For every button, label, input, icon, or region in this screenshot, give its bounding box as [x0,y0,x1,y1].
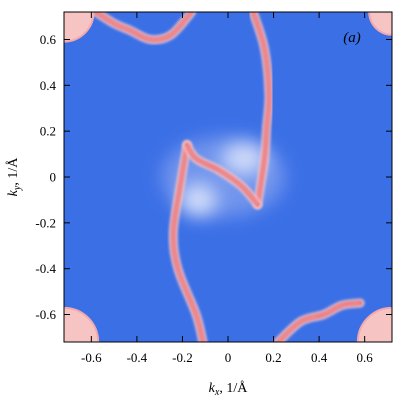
x-tick-label: -0.4 [127,350,148,365]
y-tick-label: -0.6 [35,307,56,322]
corner-pocket [356,306,392,342]
x-tick-label: 0.6 [357,350,374,365]
fermi-contour [273,298,365,342]
light-region [221,142,266,175]
plot-area [64,12,392,342]
fermi-contours [91,12,365,342]
x-axis-label: kx, 1/Å [209,380,249,398]
y-tick-label: 0.4 [40,78,57,93]
corner-pockets [64,12,392,342]
y-tick-label: -0.2 [35,215,56,230]
corner-pocket [64,12,95,43]
light-region [180,183,217,216]
y-tick-label: 0.6 [40,32,57,47]
y-axis-label: ky, 1/Å [5,157,23,197]
light-regions [180,142,266,216]
x-tick-label: 0 [225,350,232,365]
x-tick-label: -0.6 [81,350,102,365]
fermi-contour [91,12,197,45]
y-tick-label: -0.4 [35,261,56,276]
corner-pocket [64,306,100,342]
y-tick-label: 0 [50,170,57,185]
x-tick-label: 0.4 [311,350,328,365]
fermi-contour [168,140,208,342]
tick-labels: -0.6 -0.4 -0.2 0 0.2 0.4 0.6 -0.6 -0.4 -0.2 0 0.2 0.… [35,32,373,365]
panel-label: (a) [343,30,361,46]
fermi-contour [248,12,274,209]
axis-ticks [64,12,392,342]
fermi-contour [182,140,263,209]
y-tick-label: 0.2 [40,124,56,139]
x-tick-label: 0.2 [265,350,281,365]
corner-pocket [368,12,392,36]
x-tick-label: -0.2 [172,350,193,365]
